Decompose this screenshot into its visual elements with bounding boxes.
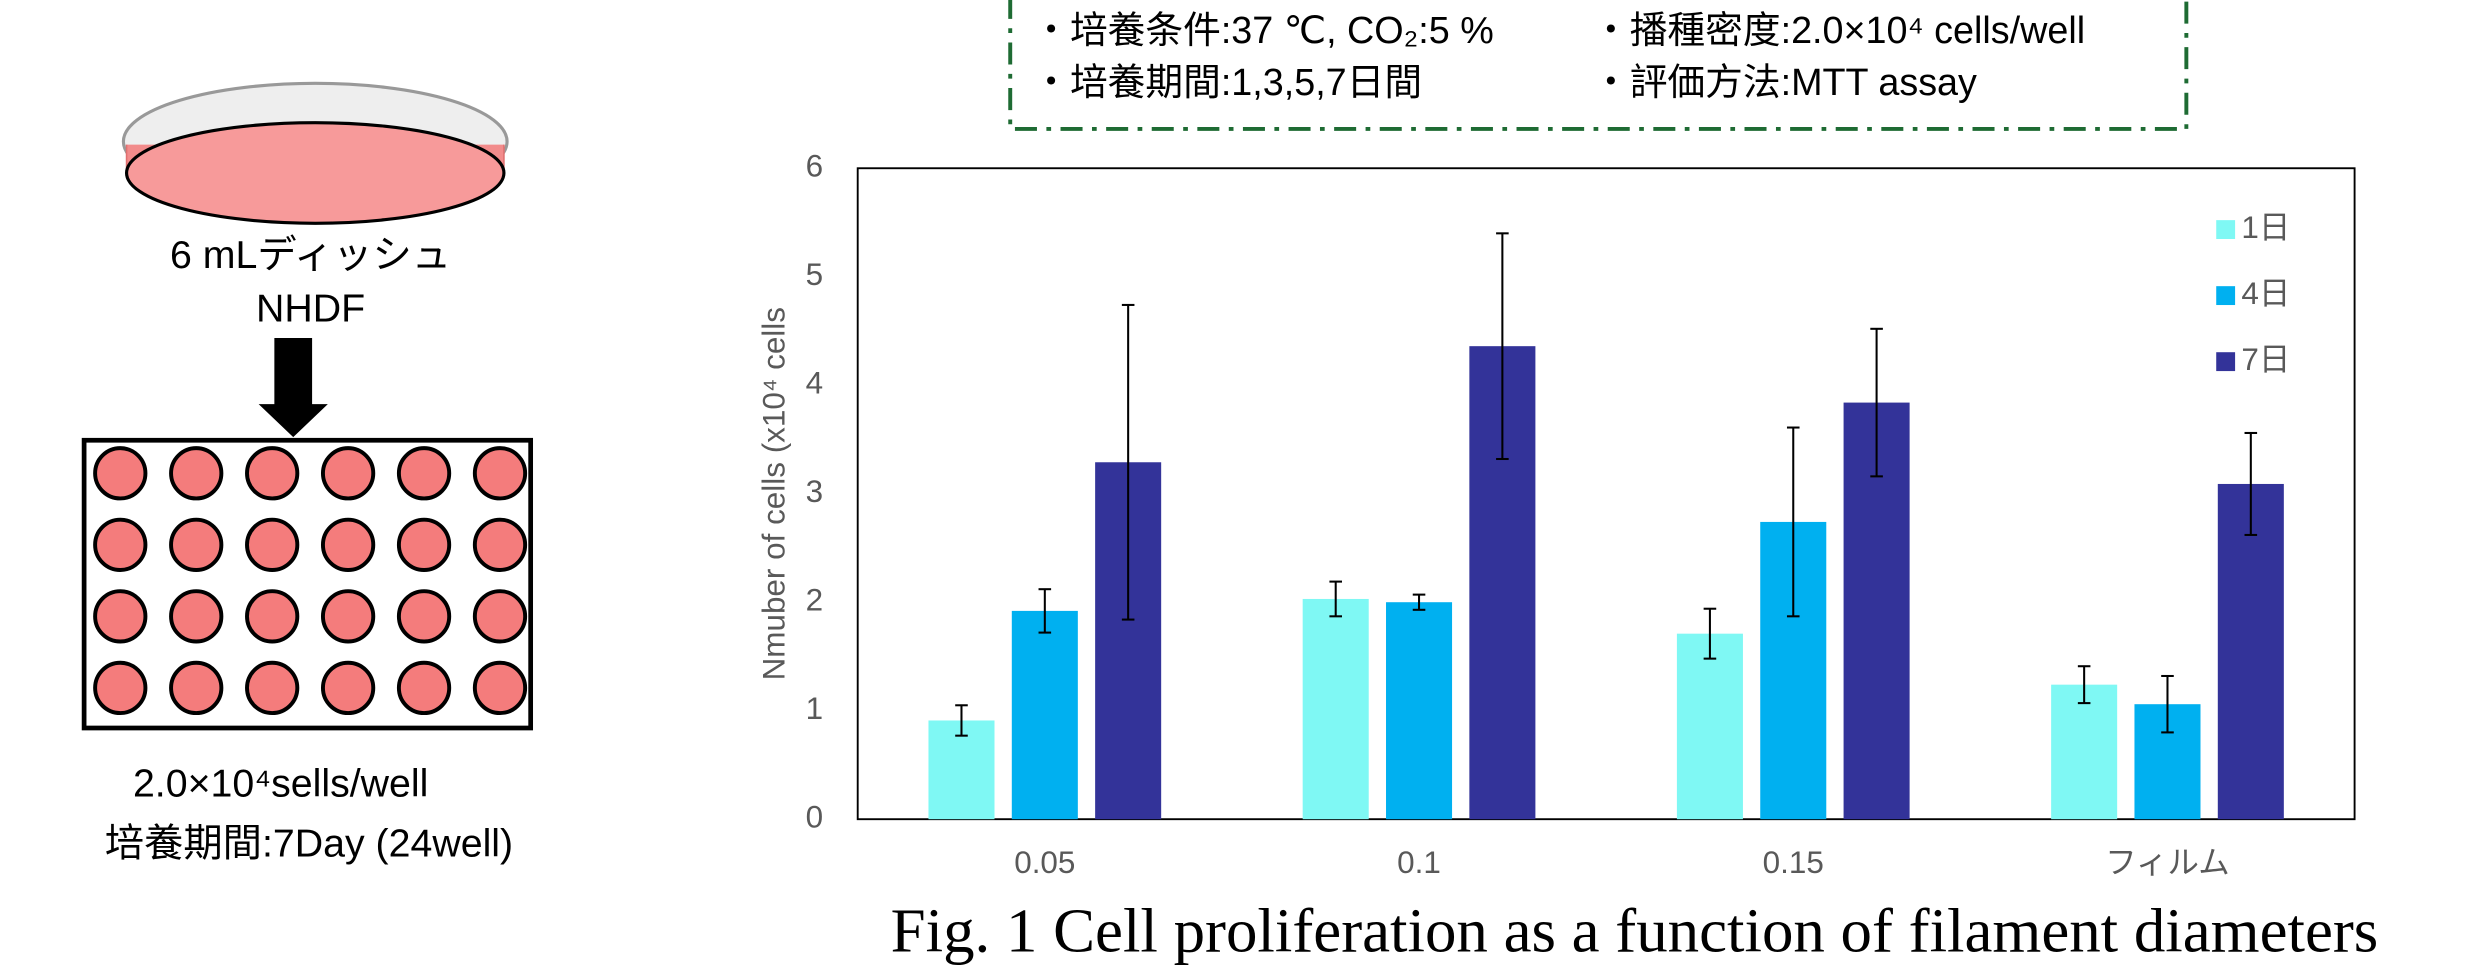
condition: ・培養期間:1,3,5,7日間 <box>1032 61 1422 103</box>
x-tick-label: 0.1 <box>1397 845 1441 880</box>
x-tick-label: 0.15 <box>1763 845 1824 880</box>
well <box>475 663 525 713</box>
y-tick-label: 5 <box>806 257 823 292</box>
well <box>399 591 449 641</box>
chart: Nmuber of cells (x10⁴ cells 0 1 2 3 4 5 6 0.05 0… <box>756 149 2354 881</box>
y-tick-label: 1 <box>806 691 823 726</box>
y-axis-label: Nmuber of cells (x10⁴ cells <box>756 307 791 680</box>
well <box>171 591 221 641</box>
arrow <box>259 338 328 437</box>
well <box>475 520 525 570</box>
well <box>399 448 449 498</box>
well <box>247 663 297 713</box>
well <box>323 663 373 713</box>
x-tick-label: フィルム <box>2105 845 2230 880</box>
legend-label: 4日 <box>2241 276 2290 311</box>
y-tick-label: 2 <box>806 583 823 618</box>
well <box>475 448 525 498</box>
well <box>323 591 373 641</box>
legend-swatch <box>2216 286 2235 305</box>
well <box>475 591 525 641</box>
y-tick-label: 0 <box>806 800 823 835</box>
period-label: 培養期間:7Day (24well) <box>105 821 513 865</box>
y-tick-label: 3 <box>806 474 823 509</box>
page: ・培養条件:37 ℃, CO₂:5 % ・播種密度:2.0×10⁴ cells/… <box>0 0 2467 967</box>
well <box>323 448 373 498</box>
density-label: 2.0×10⁴sells/well <box>133 762 428 806</box>
well <box>95 448 145 498</box>
well <box>171 520 221 570</box>
bar <box>1012 611 1078 819</box>
well <box>399 663 449 713</box>
legend-swatch <box>2216 220 2235 239</box>
figure: ・培養条件:37 ℃, CO₂:5 % ・播種密度:2.0×10⁴ cells/… <box>0 0 2467 967</box>
y-tick-label: 6 <box>806 149 823 184</box>
plot-area <box>858 168 2355 819</box>
y-tick-label: 4 <box>806 366 823 401</box>
legend-label: 1日 <box>2241 210 2290 245</box>
well <box>247 448 297 498</box>
well <box>323 520 373 570</box>
x-tick-label: 0.05 <box>1014 845 1075 880</box>
legend-label: 7日 <box>2241 342 2290 377</box>
bar <box>1677 634 1743 820</box>
well <box>95 663 145 713</box>
dish-label: 6 mLディッシュ <box>170 233 451 277</box>
well <box>171 663 221 713</box>
bar <box>1386 602 1452 819</box>
caption: Fig. 1 Cell proliferation as a function … <box>891 896 2379 966</box>
condition: ・播種密度:2.0×10⁴ cells/well <box>1592 9 2085 51</box>
legend-swatch <box>2216 352 2235 371</box>
bar <box>2051 685 2117 820</box>
dish-bottom <box>127 123 504 224</box>
well <box>171 448 221 498</box>
condition: ・培養条件:37 ℃, CO₂:5 % <box>1032 9 1494 51</box>
well <box>95 591 145 641</box>
well <box>95 520 145 570</box>
well <box>399 520 449 570</box>
bar <box>1303 599 1369 819</box>
cell-label: NHDF <box>256 287 365 331</box>
well <box>247 591 297 641</box>
well <box>247 520 297 570</box>
well-plate <box>84 440 531 728</box>
condition: ・評価方法:MTT assay <box>1592 61 1977 103</box>
